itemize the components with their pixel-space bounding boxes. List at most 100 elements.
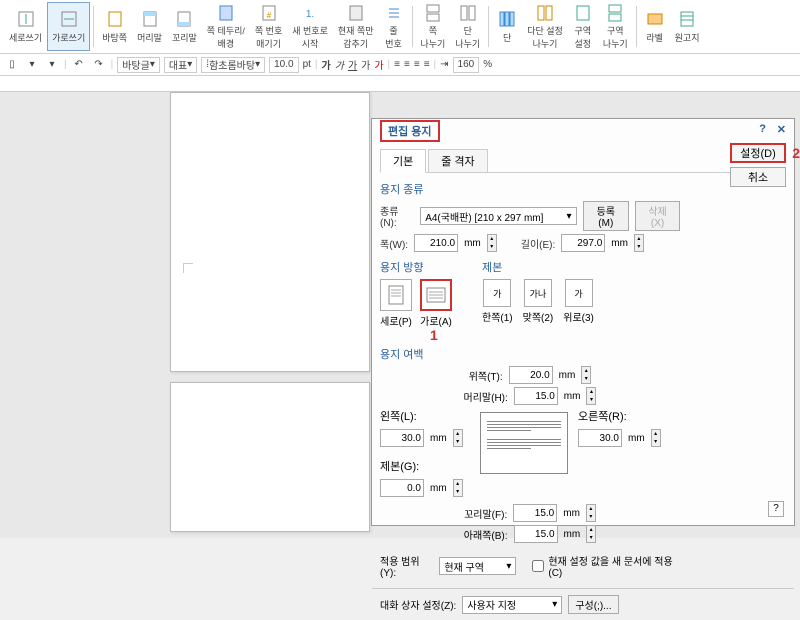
compose-button[interactable]: 구성(;)... <box>568 595 618 614</box>
cancel-button[interactable]: 취소 <box>730 167 786 187</box>
ribbon-label[interactable]: 라벨 <box>640 2 670 51</box>
size-select[interactable]: 10.0 <box>269 57 298 73</box>
ribbon-section-break[interactable]: 구역 나누기 <box>598 2 633 51</box>
tb-doc-icon[interactable]: ▯ <box>4 57 20 73</box>
dialog-title-bar: 편집 용지 ? ✕ <box>372 119 794 143</box>
margin-preview <box>480 412 568 474</box>
zoom-select[interactable]: 160 <box>453 57 480 73</box>
ribbon-columns[interactable]: 단 <box>492 2 522 51</box>
column-break-icon <box>458 4 478 22</box>
margins-section: 용지 여백 <box>380 346 680 362</box>
landscape-button[interactable]: 가로(A) 1 <box>420 279 452 328</box>
gutter-input[interactable] <box>380 479 424 497</box>
ribbon-column-break[interactable]: 단 나누기 <box>450 2 485 51</box>
tab-basic[interactable]: 기본 <box>380 149 426 173</box>
ribbon-page-border[interactable]: 쪽 테두리/ 배경 <box>202 2 250 51</box>
ribbon-section-set[interactable]: 구역 설정 <box>568 2 598 51</box>
master-page-icon <box>105 9 125 29</box>
ribbon-hide-page[interactable]: 현재 쪽만 감추기 <box>333 2 379 51</box>
dialog-close-icon[interactable]: ✕ <box>777 123 786 136</box>
page-2[interactable] <box>170 382 370 532</box>
bottom-margin-input[interactable] <box>514 525 558 543</box>
binding-both[interactable]: 가나맞쪽(2) <box>523 279 554 324</box>
ribbon-header[interactable]: 머리말 <box>132 2 167 51</box>
style-select[interactable]: 바탕글 ▾ <box>117 57 160 73</box>
top-margin-input[interactable] <box>509 366 553 384</box>
section-set-icon <box>573 4 593 22</box>
align-right-icon[interactable]: ≡ <box>414 59 420 70</box>
align-center-icon[interactable]: ≡ <box>404 59 410 70</box>
align-left-icon[interactable]: ≡ <box>394 59 400 70</box>
dialog-help-icon[interactable]: ? <box>759 123 766 135</box>
tab-grid[interactable]: 줄 격자 <box>428 149 487 172</box>
ribbon-multi-col[interactable]: 다단 설정 나누기 <box>522 2 568 51</box>
section-break-icon <box>605 4 625 22</box>
ribbon-horizontal-write[interactable]: 가로쓰기 <box>47 2 90 51</box>
ok-button[interactable]: 설정(D) <box>730 143 786 163</box>
ribbon-footer[interactable]: 꼬리말 <box>167 2 202 51</box>
binding-one[interactable]: 가한쪽(1) <box>482 279 513 324</box>
align-justify-icon[interactable]: ≡ <box>424 59 430 70</box>
bold-btn[interactable]: 가 <box>322 57 331 72</box>
dialog-tabs: 기본 줄 격자 <box>380 149 786 173</box>
formatting-toolbar: ▯ ▾ ▾ | ↶ ↷ | 바탕글 ▾ 대표 ▾ ⁞ 함초롬바탕 ▾ 10.0 … <box>0 54 800 76</box>
ribbon-manuscript[interactable]: 원고지 <box>670 2 705 51</box>
vertical-text-icon <box>16 9 36 29</box>
delete-button[interactable]: 삭제(X) <box>635 201 680 231</box>
paper-type-combo[interactable]: A4(국배판) [210 x 297 mm]▾ <box>420 207 576 225</box>
ribbon-toolbar: 세로쓰기 가로쓰기 바탕쪽 머리말 꼬리말 쪽 테두리/ 배경 #쪽 번호 매기… <box>0 0 800 54</box>
ribbon-vertical-write[interactable]: 세로쓰기 <box>4 2 47 51</box>
new-number-icon: 1. <box>300 4 320 22</box>
header-icon <box>140 9 160 29</box>
footer-help-icon[interactable]: ? <box>768 501 784 517</box>
binding-top[interactable]: 가위로(3) <box>563 279 594 324</box>
apply-new-doc-checkbox[interactable] <box>532 560 544 572</box>
page-number-icon: # <box>259 4 279 22</box>
strike-btn[interactable]: 가 <box>361 57 370 72</box>
ribbon-page-number[interactable]: #쪽 번호 매기기 <box>250 2 287 51</box>
svg-text:#: # <box>266 11 271 20</box>
tb-undo-icon[interactable]: ↶ <box>71 57 87 73</box>
right-margin-input[interactable] <box>578 429 622 447</box>
ribbon-line-number[interactable]: 줄 번호 <box>379 2 409 51</box>
represent-select[interactable]: 대표 ▾ <box>164 57 197 73</box>
page-1[interactable] <box>170 92 370 372</box>
ribbon-page-break[interactable]: 쪽 나누기 <box>416 2 451 51</box>
tb-save-icon[interactable]: ▾ <box>44 57 60 73</box>
label-icon <box>645 9 665 29</box>
multi-col-icon <box>535 4 555 22</box>
italic-btn[interactable]: 가 <box>335 57 344 72</box>
ribbon-master-page[interactable]: 바탕쪽 <box>97 2 132 51</box>
columns-icon <box>497 9 517 29</box>
dialog-footer: 대화 상자 설정(Z): 사용자 지정▾ 구성(;)... ? <box>372 588 794 620</box>
width-spinner[interactable]: ▴▾ <box>487 234 497 252</box>
color-btn[interactable]: 가 <box>374 57 383 72</box>
dialog-settings-combo[interactable]: 사용자 지정▾ <box>462 596 562 614</box>
portrait-button[interactable]: 세로(P) <box>380 279 412 328</box>
footer-icon <box>174 9 194 29</box>
horizontal-ruler <box>0 76 800 92</box>
length-input[interactable] <box>561 234 605 252</box>
width-input[interactable] <box>414 234 458 252</box>
underline-btn[interactable]: 가 <box>348 57 357 72</box>
binding-section: 제본 <box>482 259 594 275</box>
horizontal-text-icon <box>59 9 79 29</box>
footer-margin-input[interactable] <box>513 504 557 522</box>
annotation-2: 2 <box>792 145 800 161</box>
register-button[interactable]: 등록(M) <box>583 201 630 231</box>
manuscript-icon <box>677 9 697 29</box>
indent-icon[interactable]: ⇥ <box>440 59 448 70</box>
tb-open-icon[interactable]: ▾ <box>24 57 40 73</box>
dialog-title: 편집 용지 <box>380 120 440 142</box>
hide-page-icon <box>346 4 366 22</box>
page-break-icon <box>423 4 443 22</box>
length-spinner[interactable]: ▴▾ <box>634 234 644 252</box>
line-number-icon <box>384 4 404 22</box>
header-margin-input[interactable] <box>514 387 558 405</box>
font-select[interactable]: ⁞ 함초롬바탕 ▾ <box>201 57 265 73</box>
tb-redo-icon[interactable]: ↷ <box>91 57 107 73</box>
left-margin-input[interactable] <box>380 429 424 447</box>
scope-combo[interactable]: 현재 구역▾ <box>439 557 516 575</box>
svg-text:1.: 1. <box>306 9 314 20</box>
ribbon-new-number[interactable]: 1.새 번호로 시작 <box>287 2 333 51</box>
